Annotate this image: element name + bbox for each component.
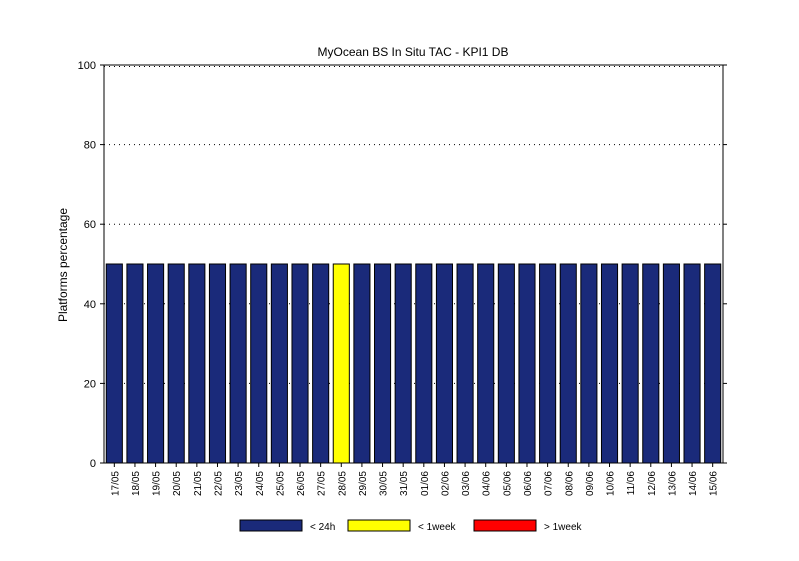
bar — [188, 263, 206, 464]
bar — [704, 263, 722, 464]
bar — [270, 263, 288, 464]
x-tick-label: 23/05 — [234, 471, 245, 496]
bar — [374, 263, 392, 464]
x-tick-label: 26/05 — [296, 471, 307, 496]
chart-title: MyOcean BS In Situ TAC - KPI1 DB — [318, 45, 509, 59]
bar — [642, 263, 660, 464]
bar — [621, 263, 639, 464]
x-tick-label: 17/05 — [110, 471, 121, 496]
x-tick-label: 24/05 — [255, 471, 266, 496]
bar — [456, 263, 474, 464]
y-tick-label: 60 — [84, 219, 96, 231]
x-tick-label: 01/06 — [420, 471, 431, 496]
legend-swatch — [239, 519, 303, 532]
x-tick-label: 09/06 — [585, 471, 596, 496]
x-tick-label: 07/06 — [544, 471, 555, 496]
bar — [662, 263, 680, 464]
x-tick-label: 02/06 — [440, 471, 451, 496]
bar — [559, 263, 577, 464]
legend: < 24h < 1week > 1week — [239, 519, 583, 533]
x-tick-label: 11/06 — [626, 471, 637, 496]
x-tick-label: 15/06 — [709, 471, 720, 496]
x-tick-label: 21/05 — [193, 471, 204, 496]
x-tick-label: 04/06 — [482, 471, 493, 496]
bar — [497, 263, 515, 464]
y-tick-label: 40 — [84, 299, 96, 311]
x-tick-label: 27/05 — [317, 471, 328, 496]
bar — [312, 263, 330, 464]
y-axis-ticks: 0 20 40 60 80 100 — [78, 60, 727, 470]
bars-group — [105, 263, 722, 464]
x-tick-label: 22/05 — [213, 471, 224, 496]
legend-label: < 1week — [418, 522, 457, 533]
x-tick-label: 10/06 — [606, 471, 617, 496]
x-tick-label: 25/05 — [275, 471, 286, 496]
x-tick-label: 05/06 — [502, 471, 513, 496]
x-tick-label: 12/06 — [647, 471, 658, 496]
y-axis-label: Platforms percentage — [56, 208, 70, 322]
x-tick-label: 14/06 — [688, 471, 699, 496]
x-tick-label: 06/06 — [523, 471, 534, 496]
grid-lines — [104, 66, 723, 384]
legend-label: < 24h — [310, 522, 335, 533]
bar — [683, 263, 701, 464]
bar — [208, 263, 227, 464]
bar — [394, 263, 412, 464]
bar — [147, 263, 165, 464]
y-tick-label: 0 — [90, 458, 96, 470]
x-tick-label: 03/06 — [461, 471, 472, 496]
legend-swatch — [473, 519, 537, 532]
x-tick-label: 19/05 — [152, 471, 163, 496]
bar — [126, 263, 144, 464]
bar — [518, 263, 536, 464]
bar — [229, 263, 247, 464]
x-tick-label: 13/06 — [667, 471, 678, 496]
legend-label: > 1week — [544, 522, 583, 533]
x-tick-label: 28/05 — [337, 471, 348, 496]
bar — [435, 263, 453, 464]
bar — [600, 263, 619, 464]
x-tick-label: 30/05 — [379, 471, 390, 496]
legend-swatch — [347, 519, 411, 532]
y-tick-label: 20 — [84, 378, 96, 390]
bar — [415, 263, 433, 464]
y-tick-label: 80 — [84, 140, 96, 152]
bar — [167, 263, 185, 464]
bar — [477, 263, 495, 464]
x-tick-label: 31/05 — [399, 471, 410, 496]
x-tick-label: 18/05 — [131, 471, 142, 496]
x-tick-label: 29/05 — [358, 471, 369, 496]
bar — [332, 263, 350, 464]
x-axis-ticks: 17/05 18/05 19/05 20/05 21/05 22/05 23/05 24/05… — [110, 463, 720, 496]
bar — [580, 263, 598, 464]
x-tick-label: 08/06 — [564, 471, 575, 496]
bar — [353, 263, 371, 464]
bar — [539, 263, 557, 464]
y-tick-label: 100 — [78, 60, 96, 72]
plot-frame — [103, 64, 724, 464]
x-tick-label: 20/05 — [172, 471, 183, 496]
bar — [105, 263, 123, 464]
bar — [250, 263, 268, 464]
bar — [291, 263, 309, 464]
